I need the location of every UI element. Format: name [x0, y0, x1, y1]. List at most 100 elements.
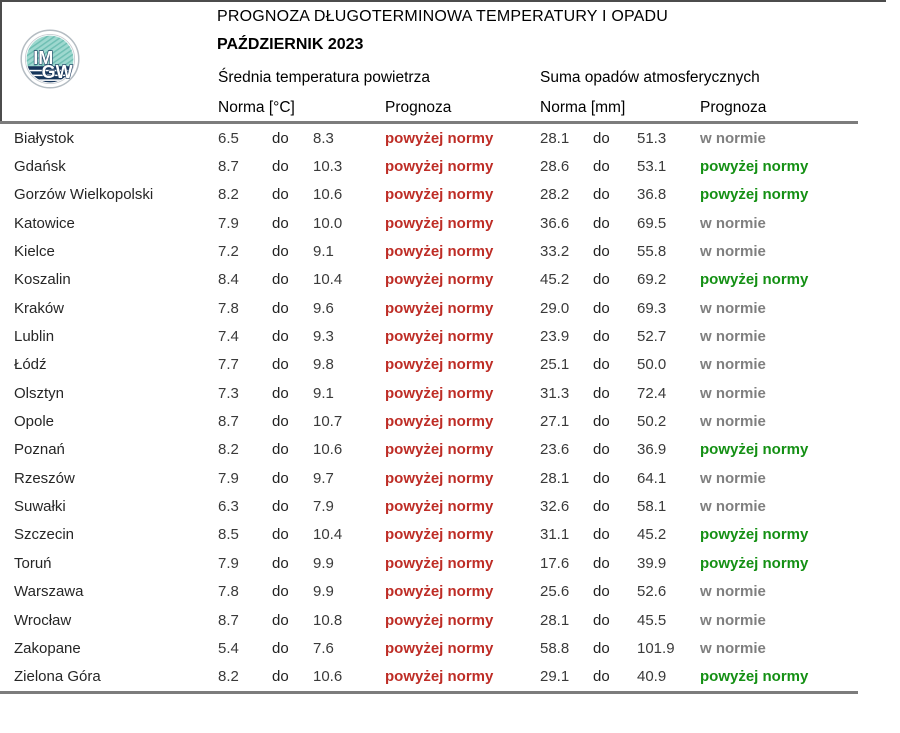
temp-norm-low: 8.7 [218, 611, 239, 629]
table-row: Olsztyn 7.3 do 9.1 powyżej normy 31.3 do 72.4 w … [0, 379, 900, 407]
temp-norm-low: 7.9 [218, 554, 239, 572]
precip-range-separator: do [593, 356, 610, 374]
precip-range-separator: do [593, 639, 610, 657]
temp-norm-low: 8.5 [218, 526, 239, 544]
precip-norm-high: 101.9 [637, 639, 675, 657]
table-row: Zielona Góra 8.2 do 10.6 powyżej normy 29.1 do… [0, 663, 900, 691]
table-row: Kraków 7.8 do 9.6 powyżej normy 29.0 do 69.3 w n… [0, 294, 900, 322]
temp-range-separator: do [272, 384, 289, 402]
precip-norm-low: 31.3 [540, 384, 570, 402]
precip-norm-low: 28.1 [540, 469, 570, 487]
city-name: Zakopane [14, 639, 81, 657]
table-row: Katowice 7.9 do 10.0 powyżej normy 36.6 do 69.5… [0, 209, 900, 237]
precip-norm-high: 69.5 [637, 214, 667, 232]
temp-norm-low: 8.2 [218, 186, 239, 204]
temp-range-separator: do [272, 158, 289, 176]
city-name: Koszalin [14, 271, 71, 289]
precip-norm-low: 28.1 [540, 611, 570, 629]
temp-norm-high: 9.3 [313, 328, 334, 346]
table-row: Gorzów Wielkopolski 8.2 do 10.6 powyżej norm… [0, 181, 900, 209]
precip-prognoza: powyżej normy [700, 271, 809, 289]
temp-prognoza: powyżej normy [385, 583, 494, 601]
temp-prognoza: powyżej normy [385, 526, 494, 544]
temp-prognoza: powyżej normy [385, 214, 494, 232]
temp-range-separator: do [272, 243, 289, 261]
precip-prognoza: powyżej normy [700, 668, 809, 686]
precip-norm-high: 51.3 [637, 129, 667, 147]
temp-norm-low: 7.7 [218, 356, 239, 374]
table-row: Poznań 8.2 do 10.6 powyżej normy 23.6 do 36.9 po… [0, 436, 900, 464]
temp-prognoza: powyżej normy [385, 158, 494, 176]
precip-norm-low: 45.2 [540, 271, 570, 289]
precip-norm-high: 45.2 [637, 526, 667, 544]
logo-text-gw: GW [42, 62, 73, 82]
city-name: Wrocław [14, 611, 72, 629]
temp-norm-low: 7.2 [218, 243, 239, 261]
temp-prognoza: powyżej normy [385, 271, 494, 289]
temp-prognoza-header: Prognoza [385, 99, 452, 116]
table-row: Toruń 7.9 do 9.9 powyżej normy 17.6 do 39.9 powy… [0, 549, 900, 577]
temp-norm-low: 7.9 [218, 214, 239, 232]
temp-norm-low: 7.9 [218, 469, 239, 487]
temp-norm-low: 6.5 [218, 129, 239, 147]
table-row: Szczecin 8.5 do 10.4 powyżej normy 31.1 do 45.2… [0, 521, 900, 549]
precip-prognoza: w normie [700, 243, 766, 261]
precip-norm-high: 52.7 [637, 328, 667, 346]
precip-norm-header: Norma [mm] [540, 99, 626, 116]
city-name: Toruń [14, 554, 52, 572]
precip-prognoza: powyżej normy [700, 554, 809, 572]
precip-norm-high: 50.2 [637, 413, 667, 431]
precip-range-separator: do [593, 498, 610, 516]
temp-range-separator: do [272, 299, 289, 317]
temp-prognoza: powyżej normy [385, 469, 494, 487]
city-name: Warszawa [14, 583, 84, 601]
temp-norm-high: 10.7 [313, 413, 343, 431]
precip-norm-low: 32.6 [540, 498, 570, 516]
precip-norm-low: 28.1 [540, 129, 570, 147]
table-row: Lublin 7.4 do 9.3 powyżej normy 23.9 do 52.7 w n… [0, 322, 900, 350]
city-name: Olsztyn [14, 384, 65, 402]
precip-norm-low: 23.9 [540, 328, 570, 346]
precip-prognoza: w normie [700, 328, 766, 346]
temp-norm-high: 10.6 [313, 441, 343, 459]
precip-range-separator: do [593, 214, 610, 232]
precip-norm-low: 31.1 [540, 526, 570, 544]
temp-norm-low: 8.2 [218, 668, 239, 686]
table-row: Kielce 7.2 do 9.1 powyżej normy 33.2 do 55.8 w n… [0, 237, 900, 265]
temp-prognoza: powyżej normy [385, 413, 494, 431]
temp-norm-low: 6.3 [218, 498, 239, 516]
precip-prognoza: w normie [700, 639, 766, 657]
precip-prognoza: w normie [700, 384, 766, 402]
temp-range-separator: do [272, 214, 289, 232]
temp-prognoza: powyżej normy [385, 356, 494, 374]
precip-prognoza: powyżej normy [700, 186, 809, 204]
temp-prognoza: powyżej normy [385, 243, 494, 261]
table-row: Suwałki 6.3 do 7.9 powyżej normy 32.6 do 58.1 w … [0, 492, 900, 520]
temp-range-separator: do [272, 271, 289, 289]
precip-norm-low: 36.6 [540, 214, 570, 232]
temp-prognoza: powyżej normy [385, 299, 494, 317]
temp-prognoza: powyżej normy [385, 441, 494, 459]
temp-range-separator: do [272, 554, 289, 572]
precip-norm-low: 33.2 [540, 243, 570, 261]
imgw-logo: IM GW [20, 29, 80, 89]
precip-norm-high: 58.1 [637, 498, 667, 516]
precip-prognoza: powyżej normy [700, 526, 809, 544]
precip-group-header: Suma opadów atmosferycznych [540, 69, 760, 86]
precip-norm-low: 28.2 [540, 186, 570, 204]
precip-range-separator: do [593, 441, 610, 459]
temp-prognoza: powyżej normy [385, 668, 494, 686]
city-name: Kielce [14, 243, 55, 261]
city-name: Zielona Góra [14, 668, 101, 686]
precip-norm-high: 36.9 [637, 441, 667, 459]
city-name: Łódź [14, 356, 47, 374]
precip-norm-high: 72.4 [637, 384, 667, 402]
temp-norm-high: 9.9 [313, 583, 334, 601]
precip-norm-high: 69.2 [637, 271, 667, 289]
precip-norm-high: 39.9 [637, 554, 667, 572]
precip-prognoza: w normie [700, 356, 766, 374]
temp-norm-low: 7.4 [218, 328, 239, 346]
temp-norm-high: 9.6 [313, 299, 334, 317]
temp-range-separator: do [272, 583, 289, 601]
